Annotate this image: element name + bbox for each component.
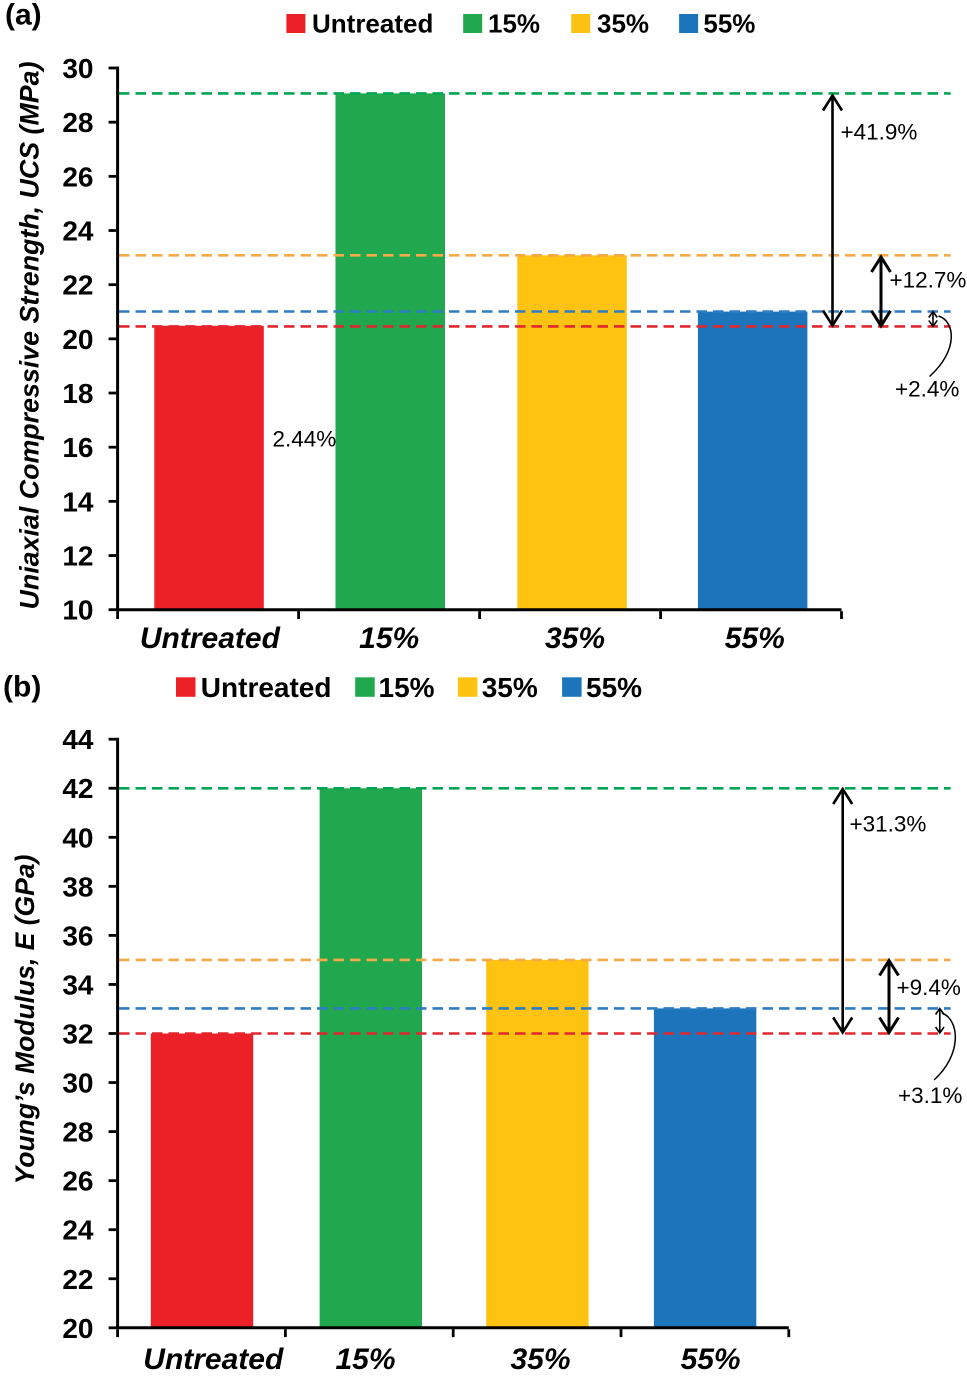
svg-text:28: 28 xyxy=(62,1117,93,1148)
svg-text:38: 38 xyxy=(62,871,93,902)
svg-text:55%: 55% xyxy=(681,1343,741,1376)
svg-text:+2.4%: +2.4% xyxy=(895,377,959,402)
svg-text:15%: 15% xyxy=(488,9,540,39)
svg-text:20: 20 xyxy=(62,1313,93,1344)
svg-text:(a): (a) xyxy=(5,0,42,32)
svg-text:35%: 35% xyxy=(510,1343,570,1376)
svg-text:+9.4%: +9.4% xyxy=(897,975,961,1000)
svg-text:+31.3%: +31.3% xyxy=(850,812,927,837)
svg-text:28: 28 xyxy=(62,107,93,138)
svg-text:42: 42 xyxy=(62,773,93,804)
svg-text:10: 10 xyxy=(62,595,93,626)
svg-text:2.44%: 2.44% xyxy=(273,426,337,451)
svg-text:15%: 15% xyxy=(335,1343,395,1376)
svg-text:+41.9%: +41.9% xyxy=(841,120,918,145)
svg-text:Untreated: Untreated xyxy=(143,1343,284,1376)
svg-text:40: 40 xyxy=(62,822,93,853)
svg-text:32: 32 xyxy=(62,1019,93,1050)
svg-text:30: 30 xyxy=(62,53,93,84)
svg-text:+12.7%: +12.7% xyxy=(890,268,967,293)
svg-text:15%: 15% xyxy=(379,672,435,703)
svg-text:22: 22 xyxy=(62,270,93,301)
svg-text:20: 20 xyxy=(62,324,93,355)
svg-text:Young’s Modulus, E (GPa): Young’s Modulus, E (GPa) xyxy=(10,854,40,1184)
svg-text:35%: 35% xyxy=(482,672,538,703)
svg-text:Untreated: Untreated xyxy=(312,9,433,39)
svg-text:12: 12 xyxy=(62,541,93,572)
svg-text:16: 16 xyxy=(62,432,93,463)
svg-text:+3.1%: +3.1% xyxy=(898,1083,962,1108)
svg-text:18: 18 xyxy=(62,378,93,409)
svg-text:34: 34 xyxy=(62,970,94,1001)
svg-text:55%: 55% xyxy=(725,622,785,655)
svg-text:55%: 55% xyxy=(703,9,755,39)
svg-text:Untreated: Untreated xyxy=(140,622,281,655)
svg-text:30: 30 xyxy=(62,1068,93,1099)
svg-text:35%: 35% xyxy=(597,9,649,39)
svg-text:26: 26 xyxy=(62,1166,93,1197)
svg-text:14: 14 xyxy=(62,486,94,517)
svg-text:35%: 35% xyxy=(545,622,605,655)
svg-text:(b): (b) xyxy=(3,671,41,704)
svg-text:26: 26 xyxy=(62,161,93,192)
svg-text:Uniaxial Compressive Strength,: Uniaxial Compressive Strength, UCS (MPa) xyxy=(15,61,45,609)
svg-text:Untreated: Untreated xyxy=(201,672,332,703)
svg-text:44: 44 xyxy=(62,724,94,755)
svg-text:55%: 55% xyxy=(586,672,642,703)
svg-text:36: 36 xyxy=(62,920,93,951)
svg-text:24: 24 xyxy=(62,1215,94,1246)
svg-text:22: 22 xyxy=(62,1264,93,1295)
svg-text:24: 24 xyxy=(62,216,94,247)
svg-text:15%: 15% xyxy=(359,622,419,655)
